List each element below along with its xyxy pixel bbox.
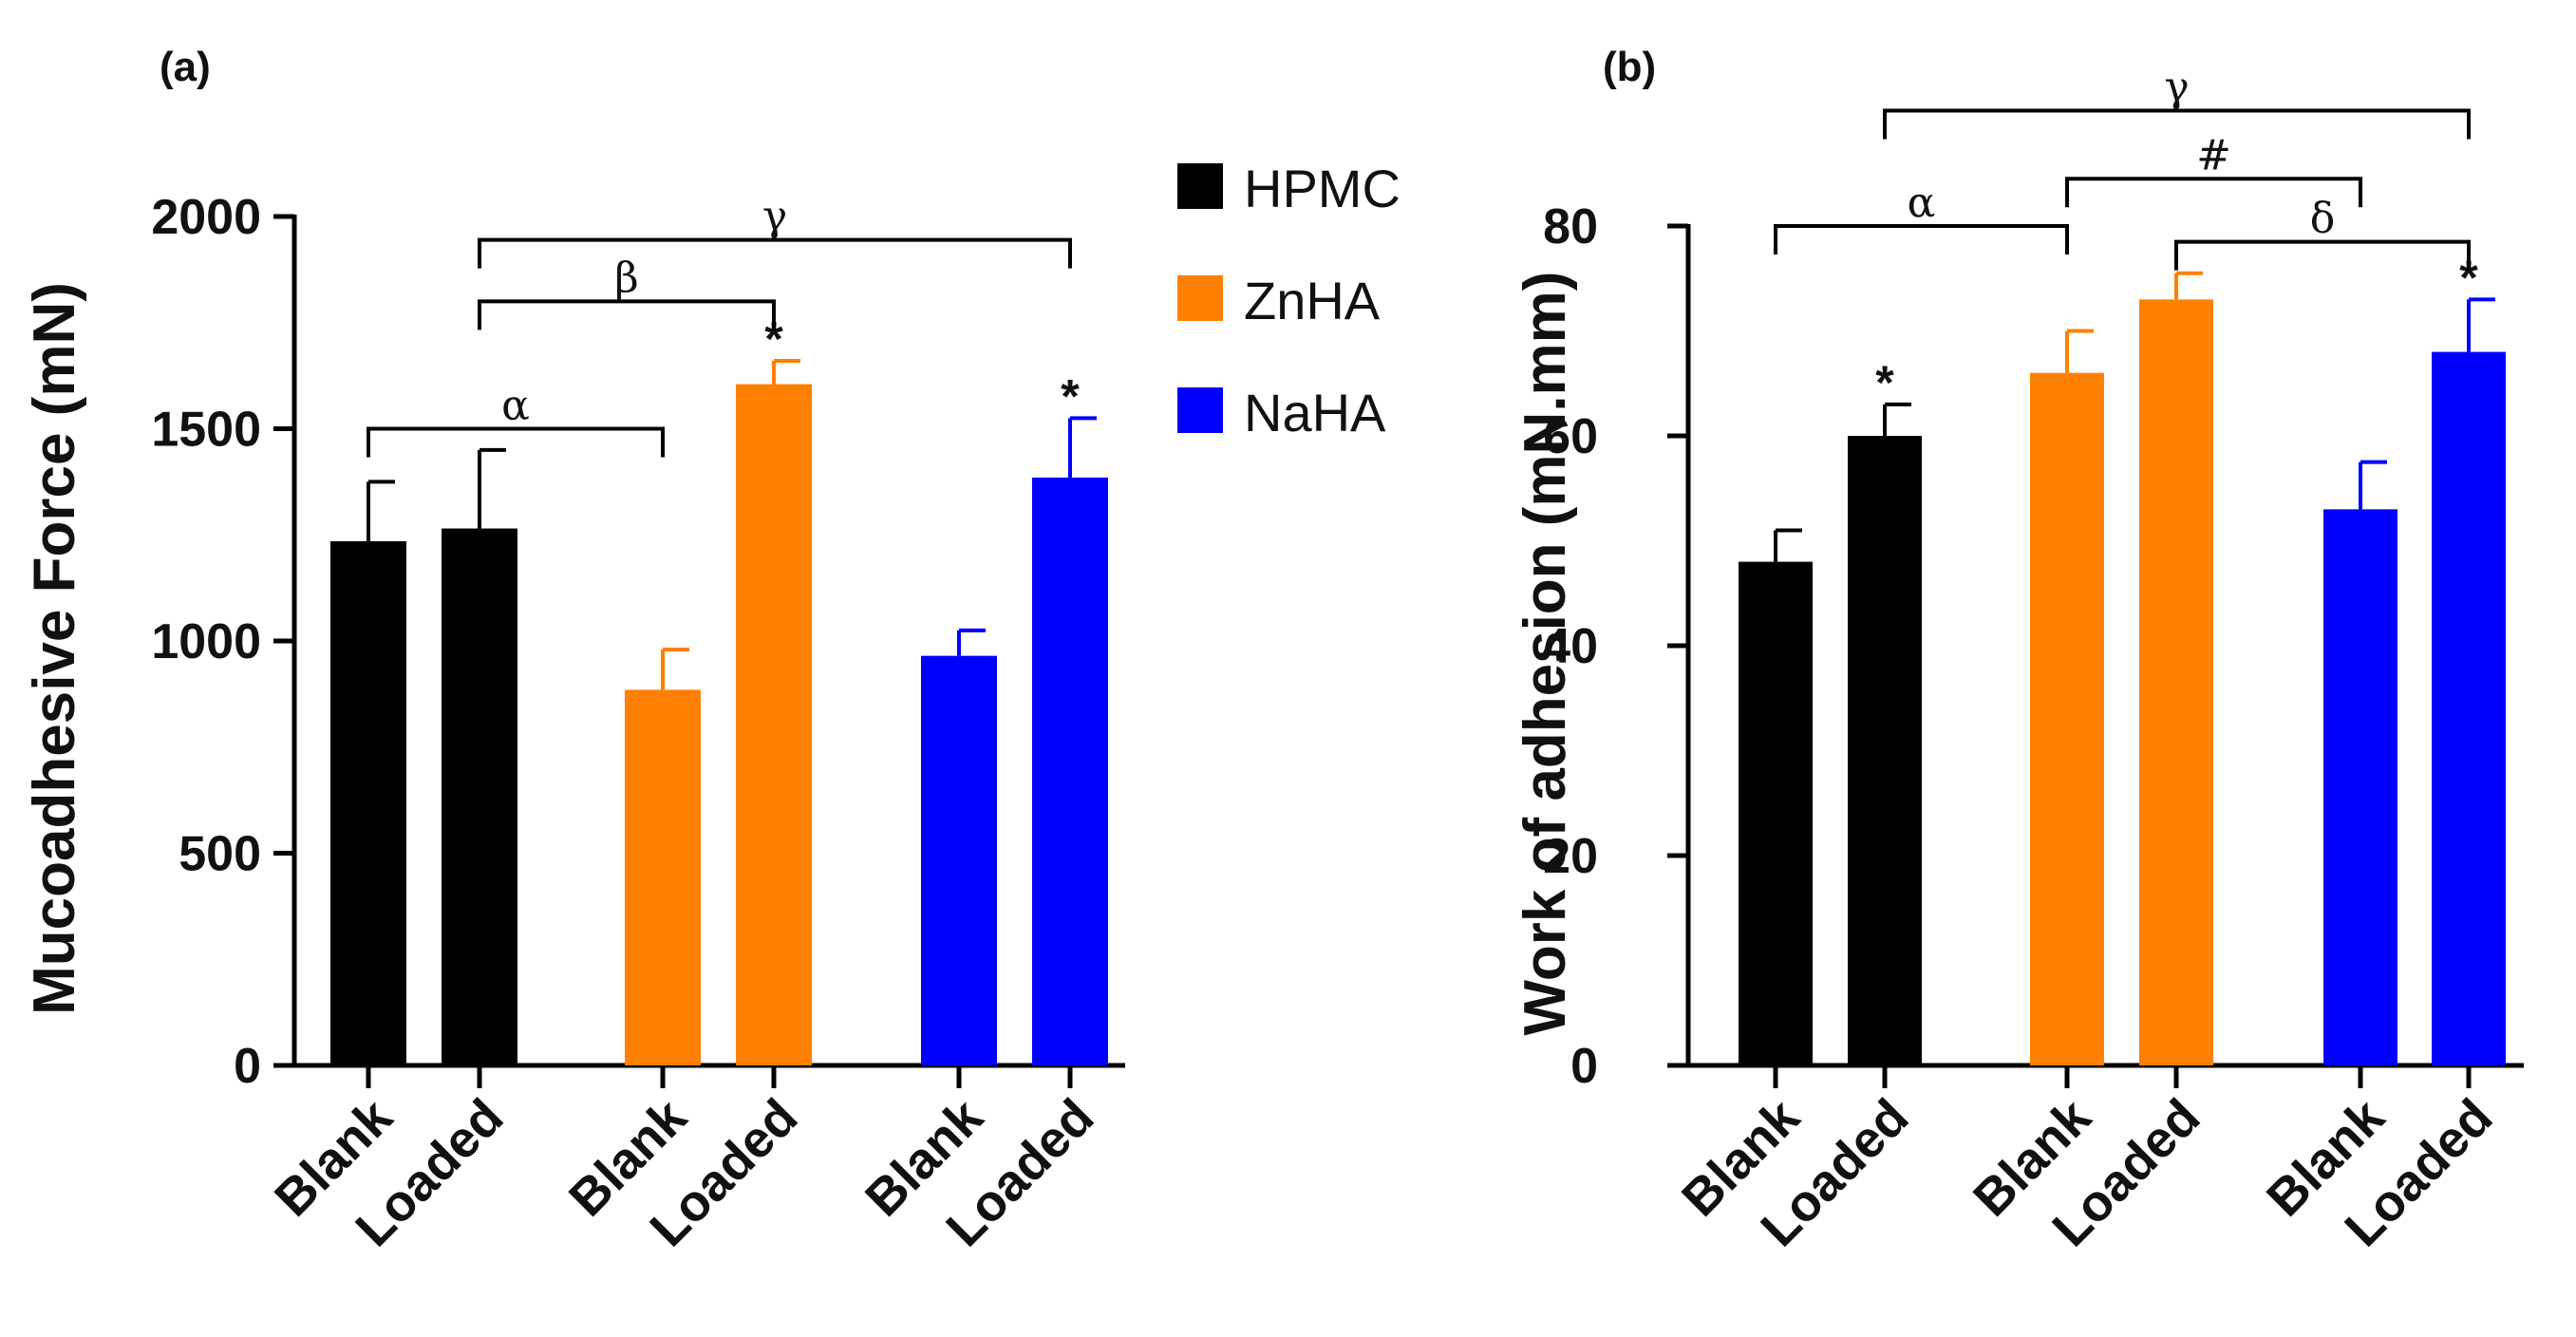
significance-symbol: α	[501, 382, 530, 430]
legend-swatch-hpmc	[1177, 163, 1223, 209]
bar-znha-blank	[2030, 372, 2104, 1065]
bar-hpmc-blank	[330, 540, 406, 1065]
significance-star: *	[1061, 369, 1080, 423]
bar-hpmc-loaded	[442, 528, 517, 1065]
significance-bracket	[478, 299, 776, 330]
legend-swatch-naha	[1177, 387, 1223, 433]
legend-label-znha: ZnHA	[1244, 271, 1381, 330]
legend-label-naha: NaHA	[1244, 383, 1386, 443]
bar-naha-loaded	[1032, 477, 1108, 1065]
y-axis-title: Work of adhesion (mN.mm)	[1513, 272, 1578, 1036]
significance-symbol: γ	[2164, 63, 2189, 111]
significance-star: *	[764, 312, 783, 366]
panel-label: (a)	[160, 44, 211, 90]
significance-symbol: β	[614, 254, 638, 302]
significance-bracket	[2174, 239, 2471, 271]
y-tick-label: 40	[1543, 619, 1598, 674]
y-tick-label: 0	[1570, 1039, 1598, 1094]
panel-label: (b)	[1603, 44, 1656, 90]
legend-label-hpmc: HPMC	[1244, 159, 1401, 218]
y-axis-title: Mucoadhesive Force (mN)	[22, 282, 87, 1015]
y-tick-label: 60	[1543, 409, 1598, 464]
bar-naha-blank	[2323, 509, 2397, 1065]
significance-star: *	[1875, 356, 1894, 409]
y-tick-label: 0	[234, 1039, 261, 1094]
legend-swatch-znha	[1177, 275, 1223, 321]
significance-bracket	[478, 237, 1072, 269]
legend: HPMC ZnHA NaHA	[1177, 159, 1401, 443]
significance-symbol: γ	[762, 193, 787, 241]
bar-znha-loaded	[2139, 299, 2213, 1066]
y-tick-label: 1500	[151, 403, 261, 458]
significance-bracket	[1883, 108, 2471, 140]
bar-hpmc-loaded	[1848, 436, 1922, 1065]
significance-symbol: α	[1908, 179, 1936, 227]
bar-znha-loaded	[736, 384, 812, 1065]
chart-panel-b: (b)Work of adhesion (mN.mm)020406080Blan…	[1513, 44, 2524, 1257]
bar-znha-blank	[625, 689, 701, 1065]
y-tick-label: 80	[1543, 199, 1598, 254]
bar-naha-blank	[921, 655, 997, 1065]
significance-star: *	[2459, 251, 2478, 304]
y-tick-label: 1000	[151, 614, 261, 669]
significance-symbol: #	[2196, 131, 2231, 179]
significance-symbol: δ	[2310, 195, 2336, 243]
y-tick-label: 500	[179, 827, 261, 882]
significance-bracket	[367, 426, 665, 458]
y-tick-label: 2000	[151, 190, 261, 245]
significance-bracket	[1774, 224, 2069, 254]
chart-panel-a: (a) Mucoadhesive Force (mN) 0 500 1000 1500 20…	[22, 44, 1401, 1257]
bar-naha-loaded	[2432, 351, 2506, 1066]
y-tick-label: 20	[1543, 829, 1598, 884]
bar-hpmc-blank	[1739, 561, 1813, 1065]
significance-bracket	[2065, 177, 2362, 208]
